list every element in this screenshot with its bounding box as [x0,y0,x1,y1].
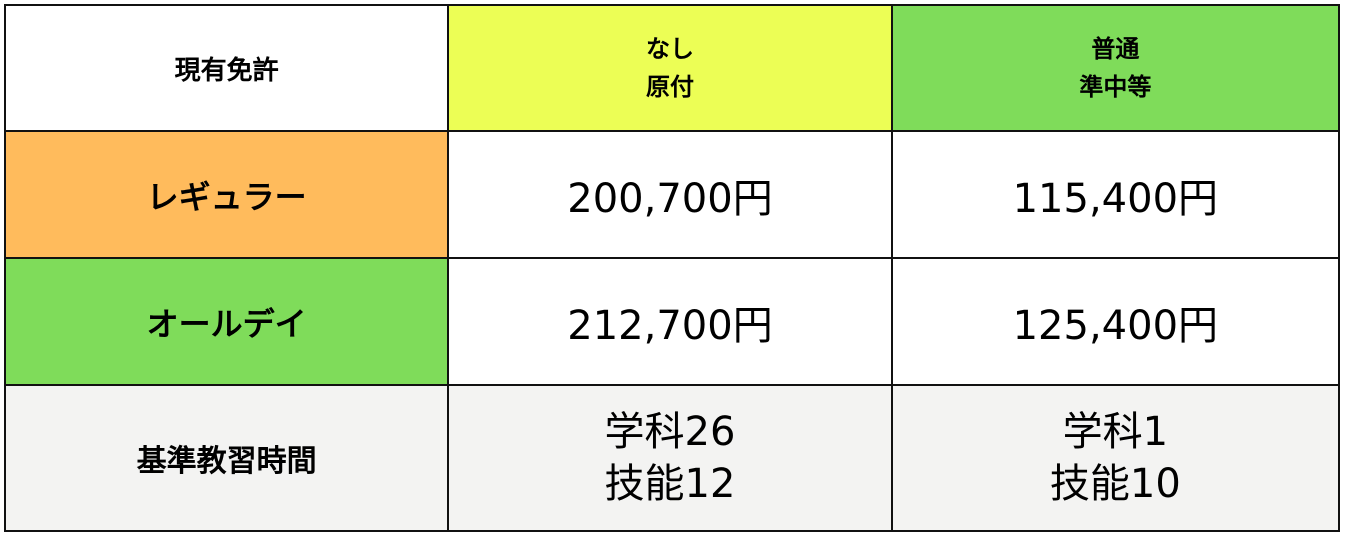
price-value: 125,400円 [1012,302,1219,349]
row-label-text: オールデイ [146,304,307,343]
price-value: 212,700円 [567,302,773,349]
price-cell: 212,700円 [447,257,893,386]
price-table: 現有免許 なし 原付 普通 準中等 レギュラー 200,700円 115,400… [3,4,1341,532]
row-label-regular: レギュラー [3,130,450,259]
row-label-text: 基準教習時間 [136,444,317,479]
header-line: 準中等 [1079,73,1152,101]
price-cell: 200,700円 [447,130,893,259]
hours-line: 技能10 [1049,461,1181,507]
header-line: 原付 [645,73,694,101]
price-value: 200,700円 [567,175,773,222]
header-standard: 普通 準中等 [890,4,1341,132]
hours-line: 技能12 [604,461,736,507]
header-row: 現有免許 なし 原付 普通 準中等 [3,4,1341,132]
hours-line: 学科26 [604,409,736,455]
row-label-text: レギュラー [146,177,307,216]
header-corner: 現有免許 [3,4,450,132]
header-line: なし [645,35,694,63]
hours-cell: 学科26 技能12 [447,384,893,532]
table-row: 基準教習時間 学科26 技能12 学科1 技能10 [3,384,1341,532]
table-row: オールデイ 212,700円 125,400円 [3,257,1341,386]
hours-cell: 学科1 技能10 [890,384,1341,532]
row-label-hours: 基準教習時間 [3,384,450,532]
price-cell: 125,400円 [890,257,1341,386]
header-line: 普通 [1091,35,1140,63]
row-label-allday: オールデイ [3,257,450,386]
price-cell: 115,400円 [890,130,1341,259]
header-none-moped: なし 原付 [447,4,893,132]
price-value: 115,400円 [1012,175,1219,222]
current-license-label: 現有免許 [174,55,279,86]
table-row: レギュラー 200,700円 115,400円 [3,130,1341,259]
hours-line: 学科1 [1062,409,1169,455]
